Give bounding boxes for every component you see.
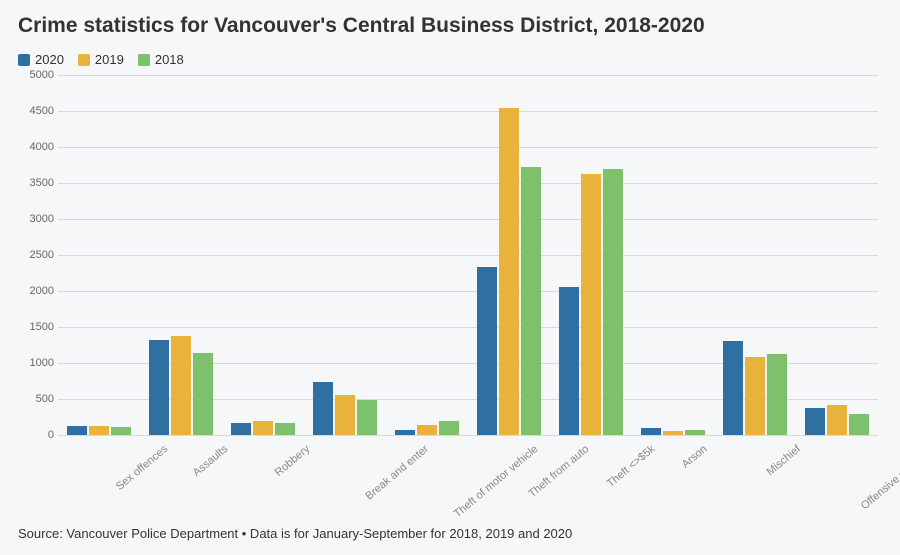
bar [171,336,191,435]
x-label-cell: Mischief [714,435,796,525]
bar-group [796,75,878,435]
bar [231,423,251,435]
chart-footer: Source: Vancouver Police Department • Da… [18,526,572,541]
bar [805,408,825,435]
bar [723,341,743,435]
y-tick-label: 5000 [18,69,54,81]
bar-group [304,75,386,435]
x-label-cell: Theft <>$5k [550,435,632,525]
bar [89,426,109,435]
bar [439,421,459,435]
bar-group [550,75,632,435]
bar-group [468,75,550,435]
x-label-cell: Arson [632,435,714,525]
bar-group [714,75,796,435]
bar-group [222,75,304,435]
y-tick-label: 0 [18,429,54,441]
legend-swatch [138,54,150,66]
y-tick-label: 4500 [18,105,54,117]
bar [603,169,623,435]
bar [745,357,765,435]
plot-area: Sex offencesAssaultsRobberyBreak and ent… [18,75,878,435]
x-label-cell: Robbery [222,435,304,525]
x-label-cell: Theft from auto [468,435,550,525]
bar [521,167,541,435]
bar [559,287,579,435]
legend-item: 2018 [138,52,184,67]
bar [253,421,273,435]
x-label-cell: Assaults [140,435,222,525]
legend: 2020 2019 2018 [18,52,882,67]
x-axis-labels: Sex offencesAssaultsRobberyBreak and ent… [58,435,878,525]
x-label-cell: Theft of motor vehicle [386,435,468,525]
y-tick-label: 2500 [18,249,54,261]
y-tick-label: 1500 [18,321,54,333]
bar [335,395,355,435]
y-tick-label: 500 [18,393,54,405]
bar [477,267,497,435]
y-tick-label: 1000 [18,357,54,369]
legend-swatch [78,54,90,66]
bar [827,405,847,435]
legend-item: 2019 [78,52,124,67]
x-label-cell: Break and enter [304,435,386,525]
y-tick-label: 3500 [18,177,54,189]
bar [417,425,437,435]
bar [357,400,377,435]
bars-area [58,75,878,435]
bar [641,428,661,435]
bar [111,427,131,435]
x-tick-label: Offensive weapons [859,443,900,512]
x-tick-label: Arson [680,443,710,471]
legend-label: 2020 [35,52,64,67]
bar-group [140,75,222,435]
bar [849,414,869,435]
x-label-cell: Sex offences [58,435,140,525]
bar [499,108,519,435]
legend-label: 2018 [155,52,184,67]
legend-item: 2020 [18,52,64,67]
legend-label: 2019 [95,52,124,67]
x-label-cell: Offensive weapons [796,435,878,525]
chart-title: Crime statistics for Vancouver's Central… [18,14,882,38]
legend-swatch [18,54,30,66]
bar [67,426,87,435]
bar-group [632,75,714,435]
bar [275,423,295,435]
chart-container: Crime statistics for Vancouver's Central… [0,0,900,555]
y-tick-label: 4000 [18,141,54,153]
bar [767,354,787,435]
y-tick-label: 2000 [18,285,54,297]
bar [581,174,601,435]
y-tick-label: 3000 [18,213,54,225]
bar [313,382,333,435]
bar [149,340,169,435]
bar-group [58,75,140,435]
bar-group [386,75,468,435]
bar [193,353,213,435]
